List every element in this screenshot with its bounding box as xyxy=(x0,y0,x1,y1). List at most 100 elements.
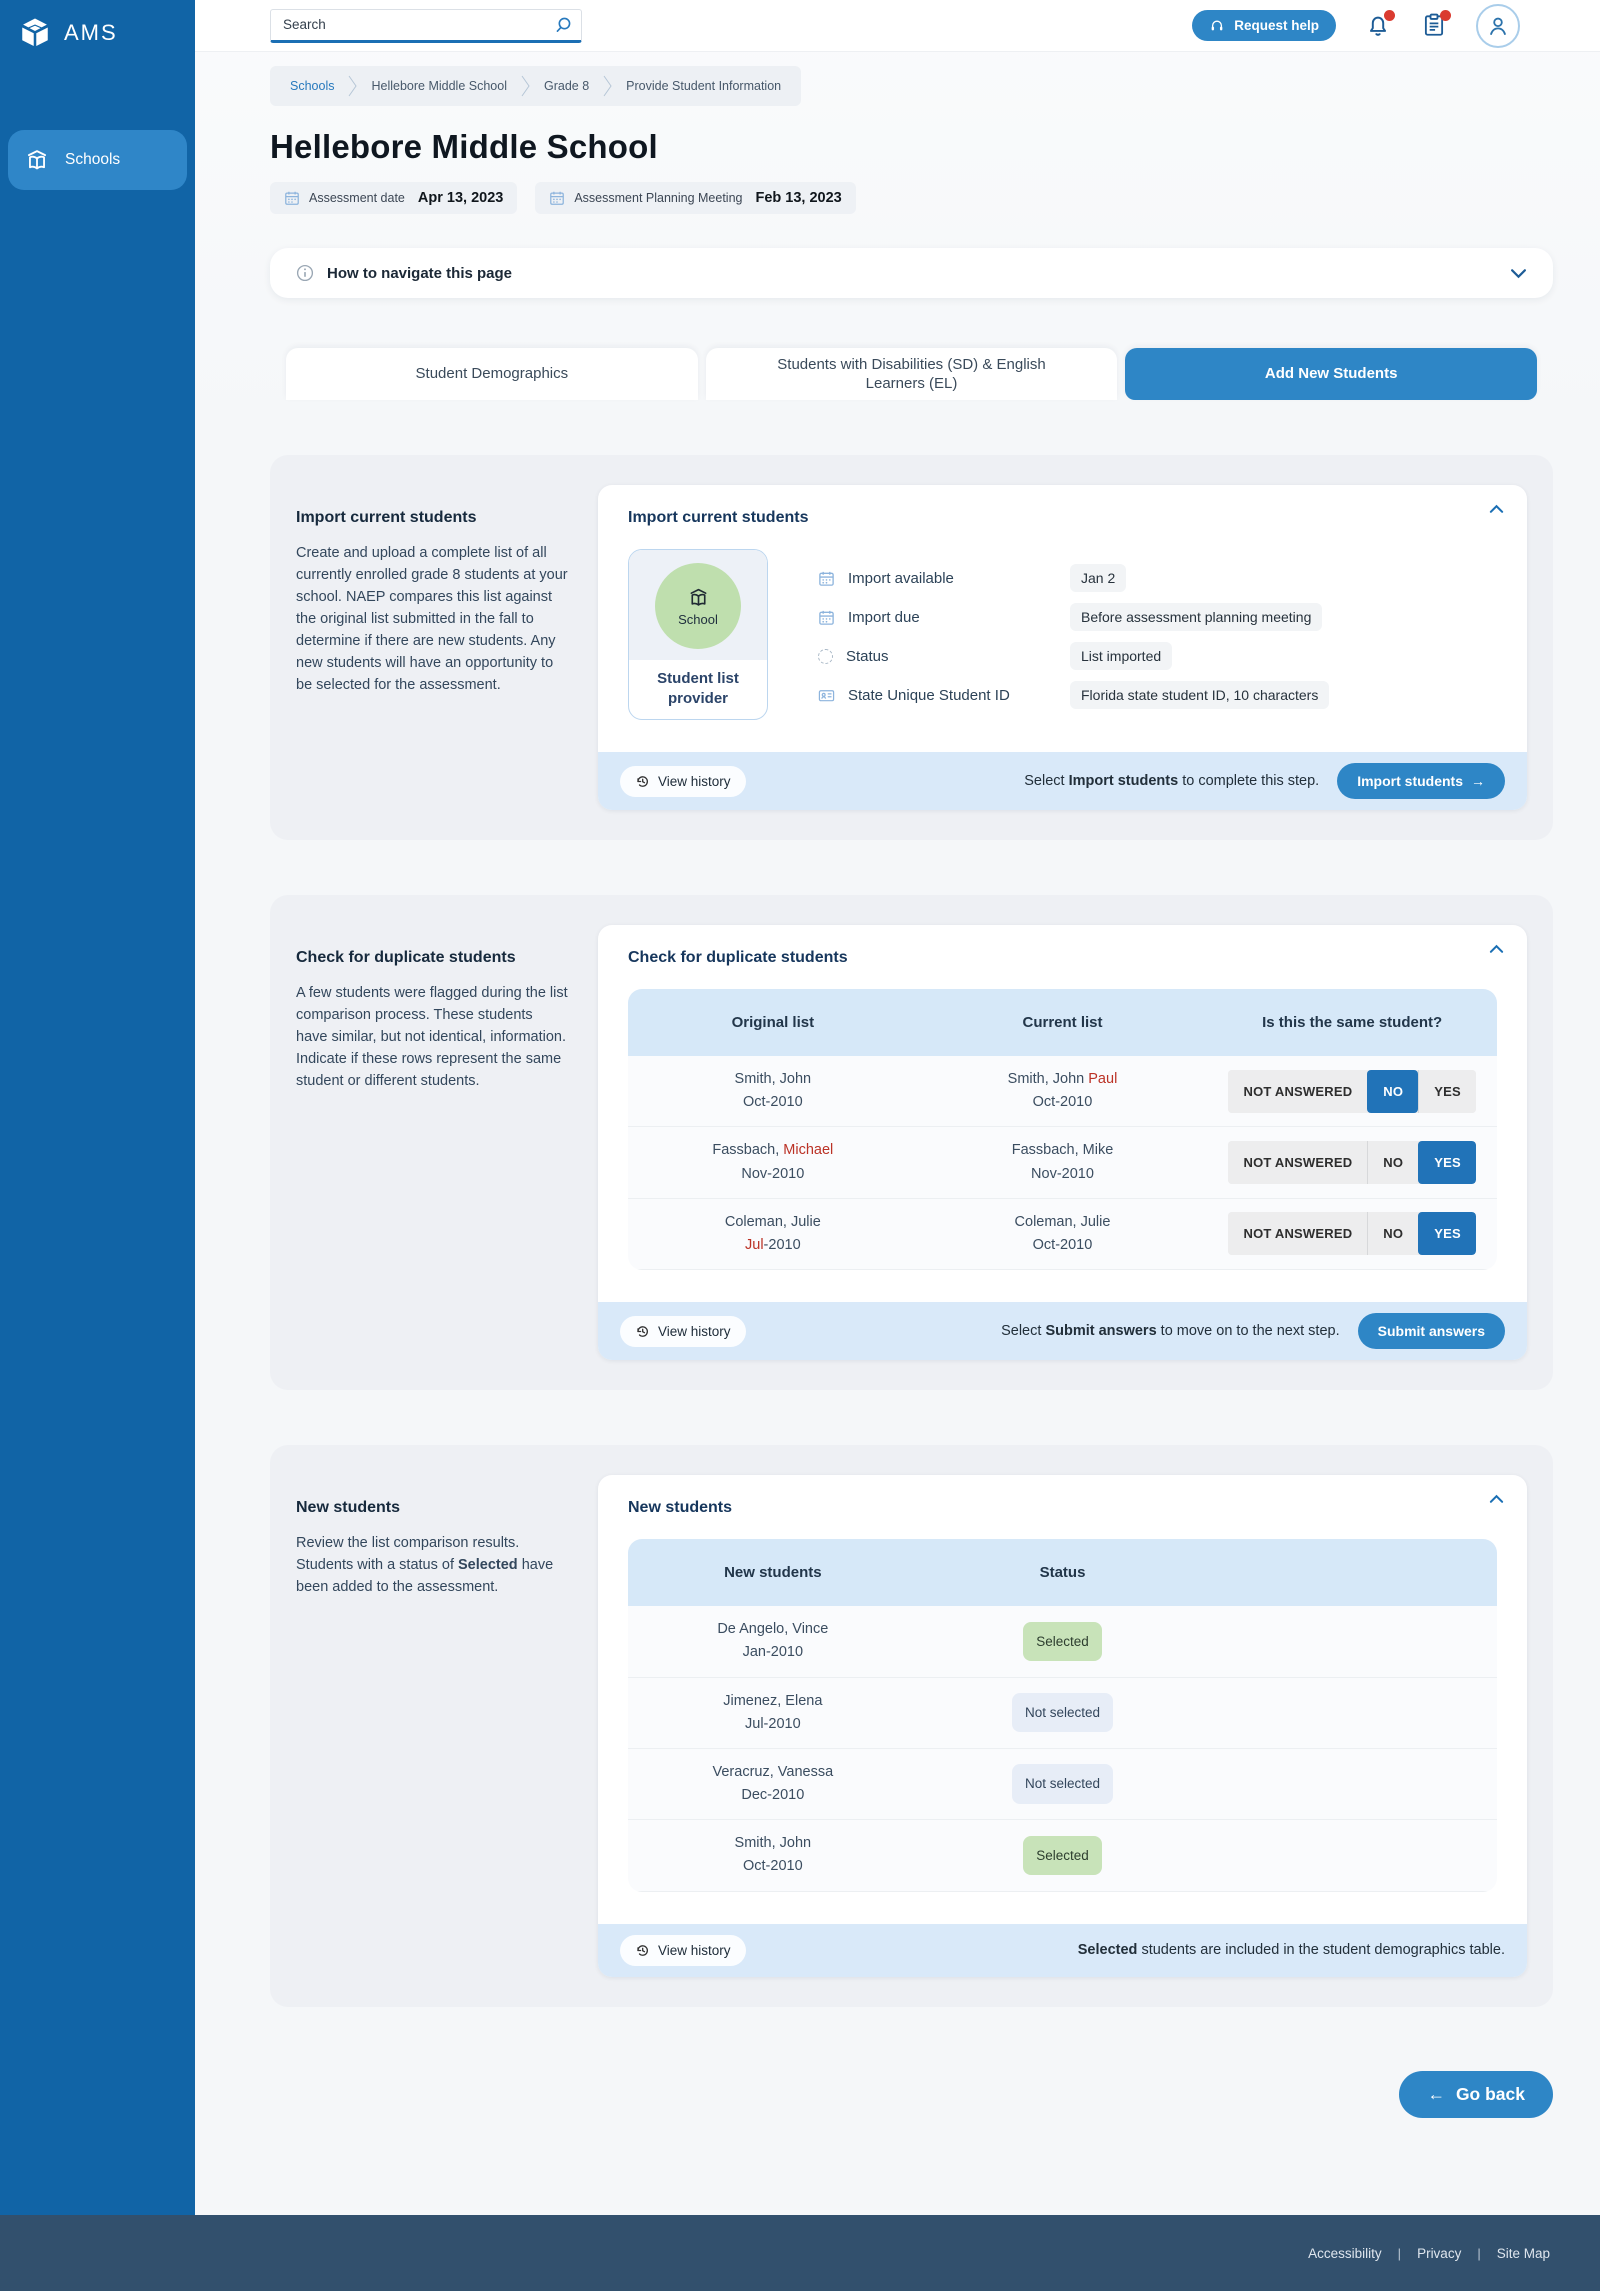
tab-sd-el[interactable]: Students with Disabilities (SD) & Englis… xyxy=(705,348,1118,400)
status-badge: Selected xyxy=(1023,1835,1102,1876)
detail-value: Before assessment planning meeting xyxy=(1070,603,1323,631)
detail-value: Florida state student ID, 10 characters xyxy=(1070,681,1330,709)
breadcrumb-school-name[interactable]: Hellebore Middle School xyxy=(371,79,507,93)
sidebar-item-schools[interactable]: Schools xyxy=(8,130,187,190)
content: Schools Hellebore Middle School Grade 8 … xyxy=(195,52,1600,2176)
page-footer: Accessibility | Privacy | Site Map xyxy=(0,2215,1600,2291)
sidebar-item-label: Schools xyxy=(65,151,121,168)
not-answered-button[interactable]: NOT ANSWERED xyxy=(1228,1141,1368,1185)
headset-icon xyxy=(1211,20,1223,30)
status-icon xyxy=(818,648,833,664)
student-list-provider-tile: School Student list provider xyxy=(628,549,768,720)
calendar-icon xyxy=(550,191,565,205)
student-name: Jimenez, Elena xyxy=(723,1692,823,1709)
detail-label: State Unique Student ID xyxy=(848,686,1010,704)
breadcrumb-schools[interactable]: Schools xyxy=(290,79,335,93)
app-logo[interactable]: AMS xyxy=(0,0,195,64)
search-input[interactable] xyxy=(270,8,582,43)
original-student-cell: Fassbach, Michael Nov-2010 xyxy=(628,1139,918,1185)
footer-link-privacy[interactable]: Privacy xyxy=(1417,2245,1462,2261)
planning-meeting-value: Feb 13, 2023 xyxy=(755,190,842,206)
view-history-button[interactable]: View history xyxy=(620,1934,746,1966)
detail-label: Status xyxy=(846,647,889,665)
calendar-icon xyxy=(285,191,299,205)
profile-avatar[interactable] xyxy=(1476,3,1520,48)
collapse-button[interactable] xyxy=(1485,941,1507,957)
current-student-cell: Smith, John Paul Oct-2010 xyxy=(918,1068,1208,1114)
column-header: Original list xyxy=(731,1014,815,1031)
history-icon xyxy=(637,1944,648,1956)
import-students-button[interactable]: Import students → xyxy=(1337,763,1505,799)
search-button[interactable] xyxy=(550,13,576,39)
view-history-button[interactable]: View history xyxy=(620,765,746,797)
collapse-button[interactable] xyxy=(1485,1491,1507,1507)
no-button[interactable]: NO xyxy=(1367,1069,1419,1113)
yes-button[interactable]: YES xyxy=(1418,1141,1476,1185)
go-back-button[interactable]: ← Go back xyxy=(1399,2070,1553,2118)
collapse-button[interactable] xyxy=(1485,501,1507,517)
calendar-icon xyxy=(819,610,834,625)
student-dob: Jan-2010 xyxy=(742,1644,804,1661)
detail-label: Import available xyxy=(848,569,954,587)
student-dob: Jul-2010 xyxy=(745,1715,801,1732)
status-badge: Not selected xyxy=(1011,1692,1114,1733)
no-button[interactable]: NO xyxy=(1367,1212,1419,1256)
duplicates-section: Check for duplicate students A few stude… xyxy=(270,895,1553,1391)
student-name: Coleman, Julie xyxy=(1014,1213,1111,1230)
page-title: Hellebore Middle School xyxy=(270,128,658,165)
new-students-card-body: New students New students Status De Ange… xyxy=(598,1475,1527,1924)
logo-text: AMS xyxy=(64,20,118,45)
column-header: New students xyxy=(724,1564,822,1582)
school-icon xyxy=(689,588,707,606)
yes-button[interactable]: YES xyxy=(1418,1212,1476,1256)
request-help-button[interactable]: Request help xyxy=(1192,10,1336,41)
planning-meeting-label: Assessment Planning Meeting xyxy=(574,191,743,205)
cube-logo-icon xyxy=(22,18,48,47)
history-icon xyxy=(637,1325,648,1337)
new-student-cell: Smith, John Oct-2010 xyxy=(628,1832,918,1878)
breadcrumb-grade[interactable]: Grade 8 xyxy=(543,79,590,93)
not-answered-button[interactable]: NOT ANSWERED xyxy=(1228,1069,1368,1113)
view-history-button[interactable]: View history xyxy=(620,1315,746,1347)
assessment-date-value: Apr 13, 2023 xyxy=(417,190,504,206)
submit-answers-button[interactable]: Submit answers xyxy=(1357,1313,1505,1350)
section-heading: Check for duplicate students xyxy=(296,949,516,966)
detail-row: Import available Jan 2 xyxy=(818,564,1497,592)
same-student-toggle: NOT ANSWERED NO YES xyxy=(1228,1212,1476,1256)
tab-bar: Student Demographics Students with Disab… xyxy=(270,348,1553,400)
detail-value: List imported xyxy=(1070,642,1173,670)
chevron-up-icon xyxy=(1489,504,1503,513)
search-icon xyxy=(556,17,570,32)
no-button[interactable]: NO xyxy=(1367,1141,1419,1185)
section-heading: Import current students xyxy=(296,509,477,526)
student-name: Fassbach, Mike xyxy=(1011,1142,1114,1159)
student-dob: Oct-2010 xyxy=(743,1094,803,1111)
not-answered-button[interactable]: NOT ANSWERED xyxy=(1228,1212,1368,1256)
footer-link-sitemap[interactable]: Site Map xyxy=(1496,2245,1550,2261)
breadcrumb-current: Provide Student Information xyxy=(626,79,782,93)
current-student-cell: Fassbach, Mike Nov-2010 xyxy=(918,1139,1208,1185)
yes-button[interactable]: YES xyxy=(1418,1069,1476,1113)
import-description-panel: Import current students Create and uploa… xyxy=(296,485,568,810)
student-dob: Oct-2010 xyxy=(1032,1094,1093,1111)
how-to-navigate-accordion[interactable]: How to navigate this page xyxy=(270,248,1553,298)
tab-add-new-students[interactable]: Add New Students xyxy=(1125,348,1538,400)
view-history-label: View history xyxy=(658,1942,731,1958)
import-card: Import current students School Student l… xyxy=(598,485,1527,810)
status-badge: Not selected xyxy=(1011,1764,1114,1804)
student-name: Smith, John xyxy=(734,1071,812,1087)
section-description: Create and upload a complete list of all… xyxy=(296,544,568,693)
provider-circle: School xyxy=(655,563,741,649)
notifications-button[interactable] xyxy=(1364,9,1395,40)
detail-label: Import due xyxy=(848,608,920,626)
tab-student-demographics[interactable]: Student Demographics xyxy=(286,348,698,400)
topbar: Request help xyxy=(195,0,1600,52)
new-students-description-panel: New students Review the list comparison … xyxy=(296,1475,568,1977)
footer-link-accessibility[interactable]: Accessibility xyxy=(1308,2245,1382,2261)
sidebar: AMS Schools xyxy=(0,0,195,2215)
footer-separator: | xyxy=(1397,2245,1402,2261)
table-row: De Angelo, Vince Jan-2010 Selected xyxy=(628,1606,1497,1678)
duplicates-description-panel: Check for duplicate students A few stude… xyxy=(296,925,568,1360)
tasks-button[interactable] xyxy=(1420,9,1451,40)
table-row: Smith, John Oct-2010 Selected xyxy=(628,1820,1497,1892)
